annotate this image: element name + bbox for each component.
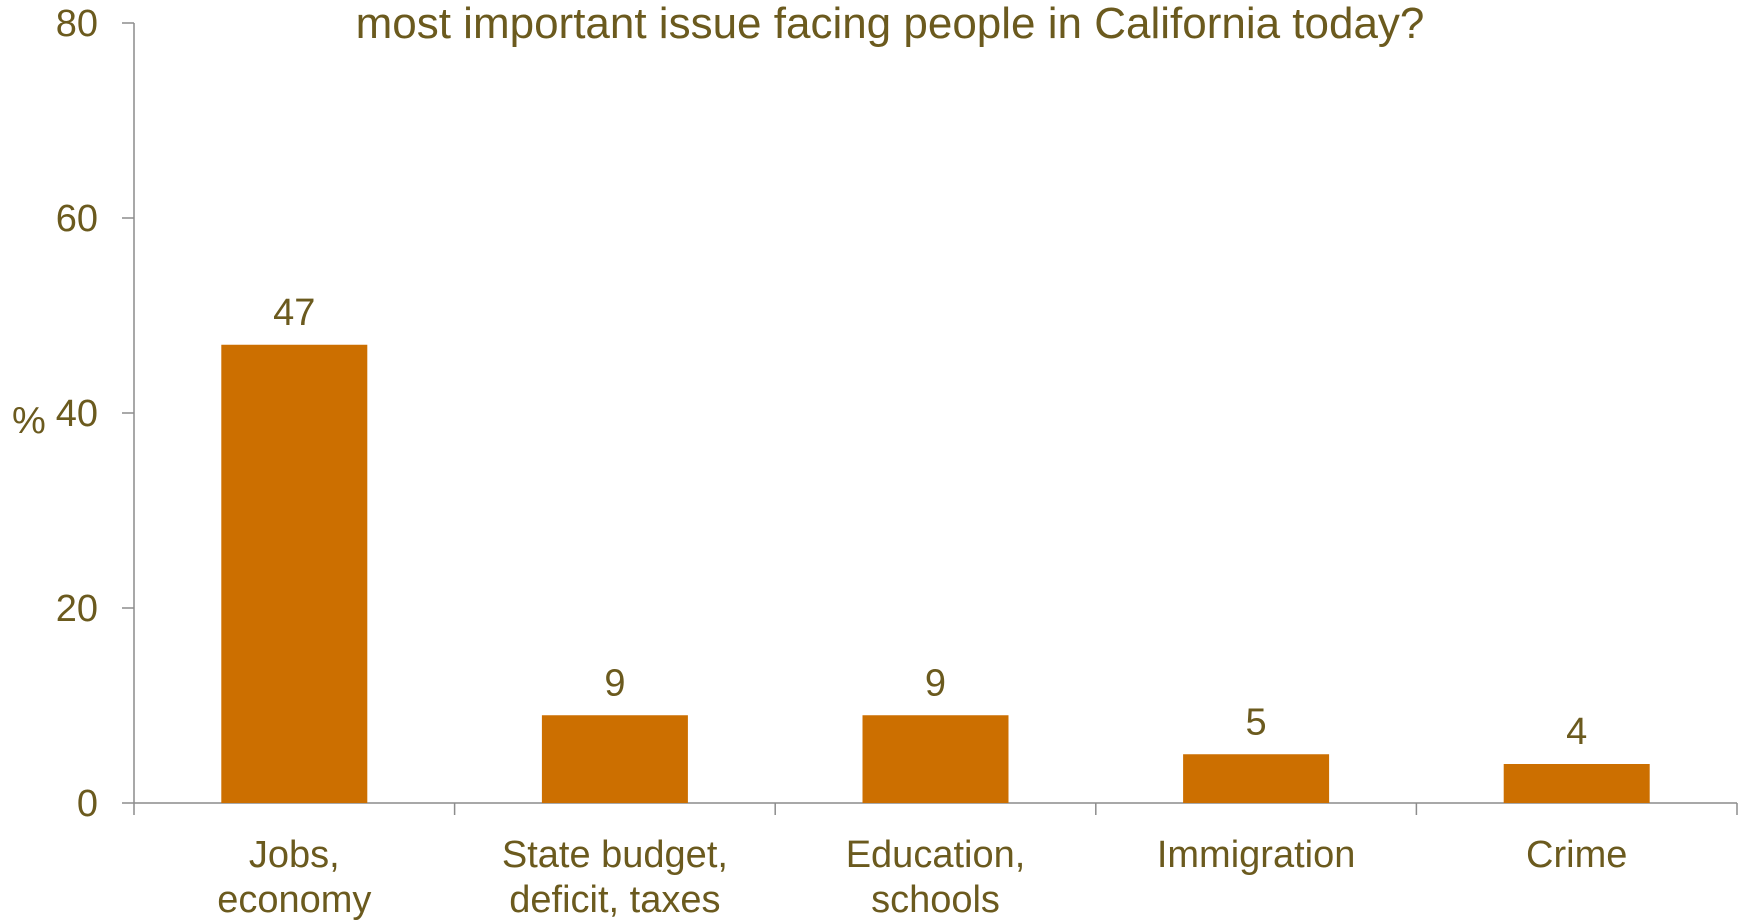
y-tick-label: 80	[56, 3, 98, 45]
x-tick-label: Jobs, economy	[217, 834, 371, 921]
data-label: 5	[1246, 701, 1267, 743]
y-tick-label: 0	[77, 783, 98, 825]
bar	[221, 344, 368, 803]
data-label: 9	[604, 662, 625, 704]
data-label: 4	[1566, 711, 1587, 753]
y-tick-label: 60	[56, 198, 98, 240]
bar	[862, 715, 1009, 803]
y-tick-label: 40	[56, 393, 98, 435]
y-tick-label: 20	[56, 588, 98, 630]
x-tick-label: State budget, deficit, taxes	[502, 834, 728, 921]
chart-title: most important issue facing people in Ca…	[356, 0, 1425, 48]
x-tick-label: Education, schools	[846, 834, 1026, 921]
x-tick-label: Immigration	[1157, 834, 1356, 876]
bars: 47 9 9 5 4	[221, 292, 1650, 803]
bar	[1183, 754, 1330, 803]
data-label: 9	[925, 662, 946, 704]
data-label: 47	[273, 292, 315, 334]
x-axis-labels: Jobs, economy State budget, deficit, taxes E…	[217, 834, 1627, 921]
bar	[541, 715, 688, 803]
x-tick-label: Crime	[1526, 834, 1627, 876]
y-axis-label: %	[12, 400, 46, 442]
y-axis-ticks: 0 20 40 60 80	[56, 3, 134, 825]
bar	[1503, 764, 1650, 803]
